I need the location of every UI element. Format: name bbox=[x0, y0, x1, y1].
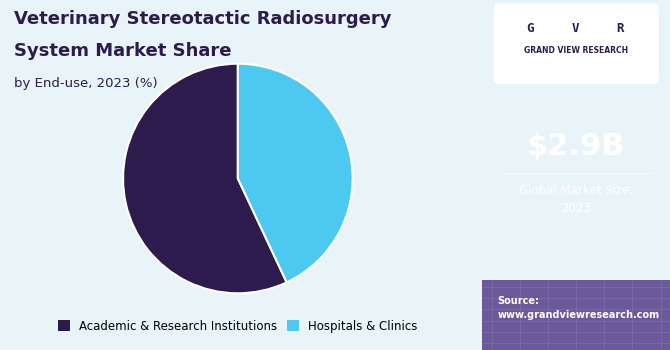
FancyBboxPatch shape bbox=[494, 4, 659, 84]
Text: G     V     R: G V R bbox=[527, 22, 625, 35]
Legend: Academic & Research Institutions, Hospitals & Clinics: Academic & Research Institutions, Hospit… bbox=[54, 316, 421, 336]
Text: Veterinary Stereotactic Radiosurgery: Veterinary Stereotactic Radiosurgery bbox=[15, 10, 392, 28]
Text: Source:
www.grandviewresearch.com: Source: www.grandviewresearch.com bbox=[497, 296, 659, 320]
Wedge shape bbox=[123, 64, 287, 293]
Text: $2.9B: $2.9B bbox=[527, 133, 626, 161]
Text: GRAND VIEW RESEARCH: GRAND VIEW RESEARCH bbox=[524, 46, 628, 55]
Text: by End-use, 2023 (%): by End-use, 2023 (%) bbox=[15, 77, 158, 90]
Text: Global Market Size,
2023: Global Market Size, 2023 bbox=[519, 184, 633, 215]
Text: System Market Share: System Market Share bbox=[15, 42, 232, 60]
Wedge shape bbox=[238, 64, 352, 282]
Bar bbox=[482, 280, 670, 350]
